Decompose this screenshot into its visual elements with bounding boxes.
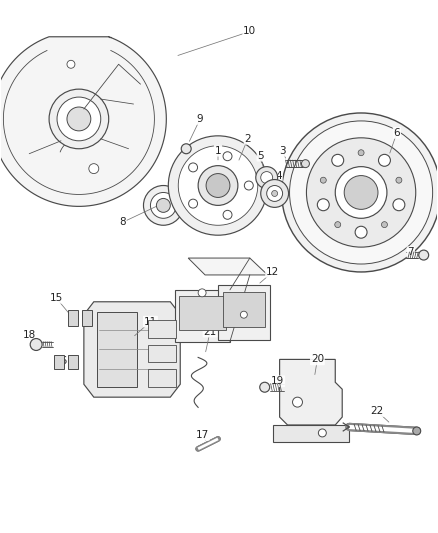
Circle shape	[396, 177, 402, 183]
Circle shape	[272, 190, 278, 197]
Text: 18: 18	[23, 329, 36, 340]
Circle shape	[332, 155, 344, 166]
Circle shape	[206, 174, 230, 197]
Text: 12: 12	[266, 267, 279, 277]
Text: 4: 4	[276, 171, 282, 181]
Circle shape	[67, 107, 91, 131]
Circle shape	[318, 429, 326, 437]
Polygon shape	[68, 310, 78, 326]
Polygon shape	[148, 320, 176, 337]
Text: 19: 19	[271, 376, 284, 386]
Circle shape	[189, 199, 198, 208]
Circle shape	[335, 222, 341, 228]
Circle shape	[260, 382, 270, 392]
Circle shape	[223, 211, 232, 219]
Circle shape	[381, 222, 388, 228]
Text: 3: 3	[279, 146, 286, 156]
Circle shape	[344, 175, 378, 209]
Text: 16: 16	[54, 357, 67, 366]
Circle shape	[267, 185, 283, 201]
Circle shape	[178, 146, 258, 225]
Circle shape	[223, 152, 232, 160]
Circle shape	[181, 144, 191, 154]
Text: 6: 6	[394, 128, 400, 138]
Circle shape	[57, 97, 101, 141]
Polygon shape	[175, 290, 230, 342]
Circle shape	[320, 177, 326, 183]
Circle shape	[168, 136, 268, 235]
Circle shape	[393, 199, 405, 211]
Text: 5: 5	[258, 151, 264, 161]
Circle shape	[282, 113, 438, 272]
Circle shape	[261, 180, 289, 207]
Polygon shape	[68, 356, 78, 369]
Polygon shape	[179, 296, 226, 329]
Circle shape	[49, 89, 109, 149]
Text: 15: 15	[49, 293, 63, 303]
Text: 9: 9	[197, 114, 203, 124]
Circle shape	[293, 397, 303, 407]
Circle shape	[189, 163, 198, 172]
Polygon shape	[218, 285, 270, 340]
Circle shape	[156, 198, 170, 212]
Circle shape	[244, 181, 253, 190]
Circle shape	[67, 60, 75, 68]
Circle shape	[335, 167, 387, 219]
Circle shape	[144, 185, 183, 225]
Circle shape	[198, 166, 238, 205]
Text: 10: 10	[243, 27, 256, 36]
Circle shape	[301, 160, 309, 168]
Circle shape	[261, 172, 273, 183]
Circle shape	[307, 138, 416, 247]
Circle shape	[419, 250, 429, 260]
Text: 1: 1	[215, 146, 221, 156]
Text: 8: 8	[119, 217, 126, 227]
Polygon shape	[148, 344, 176, 362]
Circle shape	[290, 121, 433, 264]
Text: 2: 2	[244, 134, 251, 144]
Polygon shape	[279, 359, 342, 425]
Text: 20: 20	[311, 354, 324, 365]
Polygon shape	[54, 356, 64, 369]
Polygon shape	[273, 425, 349, 442]
Text: 7: 7	[407, 247, 414, 257]
Polygon shape	[148, 369, 176, 387]
Circle shape	[358, 150, 364, 156]
Circle shape	[198, 289, 206, 297]
Text: 22: 22	[371, 406, 384, 416]
Circle shape	[317, 199, 329, 211]
Circle shape	[89, 164, 99, 174]
Polygon shape	[223, 292, 265, 327]
Polygon shape	[82, 310, 92, 326]
Circle shape	[256, 167, 278, 189]
Circle shape	[150, 192, 176, 219]
Text: 11: 11	[144, 317, 157, 327]
Polygon shape	[97, 312, 137, 387]
Circle shape	[355, 226, 367, 238]
Circle shape	[378, 155, 390, 166]
Polygon shape	[188, 258, 268, 275]
Text: 21: 21	[203, 327, 217, 336]
Circle shape	[413, 427, 421, 435]
Circle shape	[240, 311, 247, 318]
Polygon shape	[84, 302, 180, 397]
Polygon shape	[0, 37, 166, 206]
Text: 17: 17	[195, 430, 209, 440]
Circle shape	[30, 338, 42, 351]
